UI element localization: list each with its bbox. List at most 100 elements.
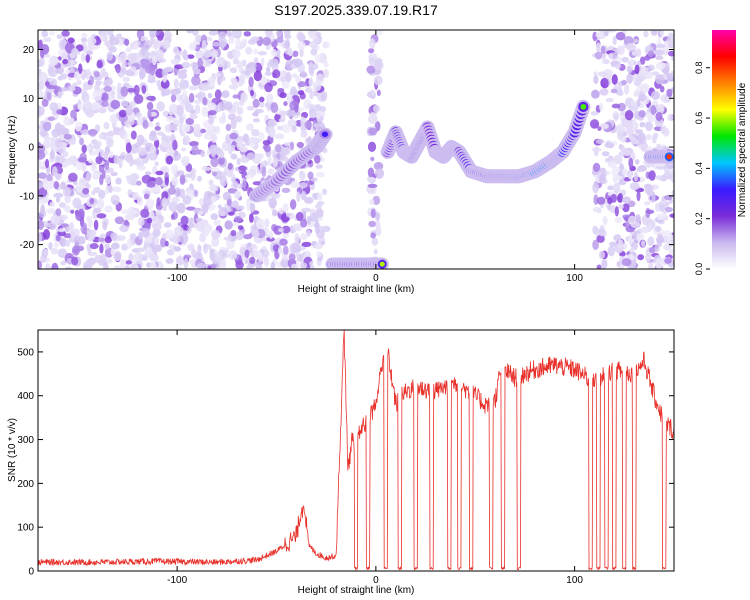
heatmap-noise-cell xyxy=(639,56,646,65)
heatmap-noise-cell xyxy=(367,183,378,188)
heatmap-noise-cell xyxy=(670,171,674,183)
heatmap-noise-cell xyxy=(215,125,221,135)
heatmap-noise-cell xyxy=(127,189,133,196)
heatmap-noise-cell xyxy=(38,72,48,83)
heatmap-noise-cell xyxy=(121,67,127,75)
heatmap-noise-cell xyxy=(183,254,192,259)
heatmap-noise-cell xyxy=(634,64,640,75)
heatmap-noise-cell xyxy=(123,219,129,227)
colorbar-bar xyxy=(712,30,736,269)
heatmap-noise-cell xyxy=(232,180,238,188)
heatmap-noise-cell xyxy=(617,89,624,97)
heatmap-noise-cell xyxy=(82,187,90,195)
heatmap-noise-cell xyxy=(218,31,227,40)
heatmap-noise-cell xyxy=(57,124,66,135)
heatmap-noise-cell xyxy=(135,112,142,118)
heatmap-noise-cell xyxy=(55,234,61,242)
heatmap-noise-cell xyxy=(38,81,45,90)
heatmap-noise-cell xyxy=(164,141,173,148)
heatmap-noise-cell xyxy=(58,38,68,50)
heatmap-noise-cell xyxy=(655,235,665,244)
heatmap-noise-cell xyxy=(193,67,201,75)
heatmap-noise-cell xyxy=(126,174,136,185)
heatmap-noise-cell xyxy=(148,30,157,38)
heatmap-noise-cell xyxy=(38,260,43,269)
heatmap-noise-cell xyxy=(99,31,108,42)
heatmap-noise-cell xyxy=(148,151,158,161)
heatmap-noise-cell xyxy=(103,79,111,88)
heatmap-noise-cell xyxy=(279,238,288,246)
heatmap-noise-cell xyxy=(629,58,635,68)
heatmap-noise-cell xyxy=(105,131,115,137)
heatmap-noise-cell xyxy=(239,98,245,107)
heatmap-noise-cell xyxy=(119,225,129,233)
heatmap-noise-cell xyxy=(641,66,649,77)
heatmap-noise-cell xyxy=(643,55,651,61)
snr-panel: -100 0 100 0 100 200 300 400 500 Height of strai… xyxy=(7,329,675,596)
heatmap-noise-cell xyxy=(218,266,228,269)
heatmap-noise-cell xyxy=(373,161,384,171)
heatmap-noise-cell xyxy=(180,123,191,133)
heatmap-noise-cell xyxy=(291,125,297,133)
heatmap-noise-cell xyxy=(119,52,128,62)
heatmap-noise-cell xyxy=(614,217,623,224)
heatmap-noise-cell xyxy=(366,176,376,182)
heatmap-xlabel: Height of straight line (km) xyxy=(298,284,415,295)
heatmap-noise-cell xyxy=(605,97,614,103)
heatmap-noise-cell xyxy=(81,32,88,38)
heatmap-noise-cell xyxy=(113,265,123,269)
heatmap-noise-cell xyxy=(238,165,247,171)
heatmap-noise-cell xyxy=(71,47,79,56)
heatmap-noise-cell xyxy=(41,98,49,108)
heatmap-noise-cell xyxy=(210,167,220,172)
heatmap-noise-cell xyxy=(596,42,601,53)
heatmap-noise-cell xyxy=(53,242,59,248)
heatmap-noise-cell xyxy=(155,122,160,127)
heatmap-noise-cell xyxy=(250,243,257,250)
heatmap-noise-cell xyxy=(609,241,618,247)
heatmap-noise-cell xyxy=(645,133,652,141)
heatmap-noise-cell xyxy=(662,210,667,215)
heatmap-noise-cell xyxy=(176,105,184,116)
heatmap-noise-cell xyxy=(626,73,633,84)
heatmap-noise-cell xyxy=(226,30,232,37)
heatmap-noise-cell xyxy=(246,152,256,161)
heatmap-noise-cell xyxy=(125,260,133,265)
heatmap-noise-cell xyxy=(106,137,114,148)
heatmap-noise-cell xyxy=(162,39,171,50)
heatmap-noise-cell xyxy=(91,101,101,111)
heatmap-noise-cell xyxy=(46,173,53,182)
heatmap-noise-cell xyxy=(82,222,88,233)
figure-title: S197.2025.339.07.19.R17 xyxy=(274,2,438,18)
heatmap-noise-cell xyxy=(186,30,194,34)
heatmap-noise-cell xyxy=(173,266,183,269)
heatmap-ytick-label: 20 xyxy=(23,45,35,56)
heatmap-noise-cell xyxy=(57,230,67,236)
heatmap-noise-cell xyxy=(612,175,623,180)
heatmap-noise-cell xyxy=(599,88,609,96)
heatmap-noise-cell xyxy=(71,256,79,266)
heatmap-noise-cell xyxy=(140,208,150,219)
heatmap-noise-cell xyxy=(617,133,624,141)
heatmap-cells xyxy=(38,30,674,269)
heatmap-noise-cell xyxy=(146,95,156,101)
heatmap-noise-cell xyxy=(280,258,290,268)
heatmap-noise-cell xyxy=(207,265,212,269)
heatmap-noise-cell xyxy=(640,83,650,94)
heatmap-noise-cell xyxy=(171,108,178,114)
heatmap-noise-cell xyxy=(229,132,239,140)
heatmap-frame xyxy=(37,29,675,270)
heatmap-noise-cell xyxy=(209,250,215,261)
heatmap-noise-cell xyxy=(659,85,665,93)
heatmap-noise-cell xyxy=(179,174,186,186)
heatmap-noise-cell xyxy=(143,193,150,200)
heatmap-noise-cell xyxy=(105,258,113,264)
heatmap-noise-cell xyxy=(207,102,217,111)
heatmap-noise-cell xyxy=(247,66,257,74)
heatmap-noise-cell xyxy=(68,155,78,165)
heatmap-noise-cell xyxy=(224,220,233,230)
heatmap-noise-cell xyxy=(187,54,195,59)
heatmap-noise-cell xyxy=(232,49,241,58)
heatmap-noise-cell xyxy=(617,204,624,210)
